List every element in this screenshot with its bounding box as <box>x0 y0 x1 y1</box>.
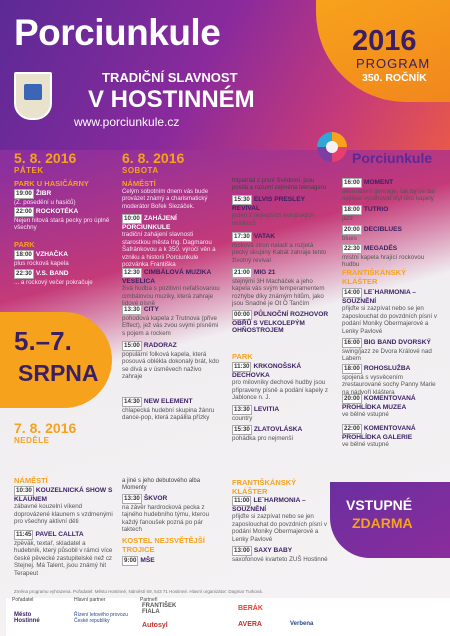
date-badge <box>0 312 112 408</box>
col3-event-2: 17:30 VATAK rocková strun naladí a rozjetá… <box>232 232 327 264</box>
col3-event-1: 15:30 ELVIS PRESLEY REVIVAL jeden z nejlep… <box>232 195 315 227</box>
entry-line-1: VSTUPNÉ <box>346 497 413 513</box>
entry-line-2: ZDARMA <box>352 515 413 531</box>
town-crest-icon <box>14 72 52 120</box>
sun-event-1: 10:30 KOUZELNICKÁ SHOW S KLAUNEM zábavné k… <box>14 486 113 525</box>
sponsor-strip <box>6 598 450 636</box>
col4-event-8: 20:00 KOMENTOVANÁ PROHLÍDKA MUZEA ve bělné… <box>342 394 416 418</box>
col4-event-3: 20:00 DECIBLUES blues <box>342 225 402 242</box>
sun-section-2: KOSTEL NEJSVĚTĚJŠÍ TROJICE <box>122 536 205 554</box>
organizer-logo: Město Hostinné <box>14 612 40 624</box>
sun-event-3: 13:30 ŠKVOR na závěr hardrocková pecka z t… <box>122 494 210 533</box>
partners-label: Partneři <box>140 597 158 603</box>
col4-event-4: 22:30 MEGADĚS místní kapela hrající rockov… <box>342 244 425 268</box>
sun-event-5: 11:00 LE´HARMONIA – SOUZNĚNÍ přijďte si za… <box>232 496 327 543</box>
sat-event-3: 13:30 CITY pohodová kapela z Trutnova (při… <box>122 305 219 337</box>
col3-section-park: PARK <box>232 352 253 361</box>
fri-section-2: PARK <box>14 240 35 249</box>
sat-event-4: 15:00 RADORAZ populární folková kapela, kt… <box>122 341 220 380</box>
fri-event-2: 22:00 ROCKOTÉKA Nejen hitová stará pecky p… <box>14 207 110 231</box>
subtitle-1: TRADIČNÍ SLAVNOST <box>102 70 238 85</box>
sat-event-1: 10:00 ZAHÁJENÍ PORCIUNKULE tradiční zaháje… <box>122 214 216 268</box>
col3-event-7: 15:30 ZLATOVLÁSKA pohádka pro nejmenší <box>232 425 303 442</box>
sun-event-2: 11:45 PAVEL CALLTA zpěvák, textař, skladat… <box>14 530 113 577</box>
col4-event-7: 18:00 ROHOSLUŽBA spojená s vysvěcením zres… <box>342 364 436 396</box>
sun-section-3: FRANTIŠKÁNSKÝ KLÁŠTER <box>232 478 297 496</box>
program-label: PROGRAM <box>356 56 431 71</box>
col3-event-3: 21:00 MIG 21 stejnými 3H Macháček a jeho k… <box>232 268 325 307</box>
sun-event-4: 9:00 MŠE <box>122 556 155 566</box>
main-partner-logo: Řízení letového provozu České republiky <box>74 612 128 624</box>
date-month: SRPNA <box>18 360 99 386</box>
sun-c2-intro: a jiné s jeho debutového alba Momenty <box>122 478 201 492</box>
col4-section-klaster: FRANTIŠKÁNSKÝ KLÁŠTER <box>342 268 407 286</box>
partner-logo-berak: BERÁK <box>238 605 263 612</box>
date-range: 5.–7. <box>14 326 72 356</box>
col4-event-5: 14:00 LE´HARMONIA – SOUZNĚNÍ přijďte si za… <box>342 288 437 335</box>
sun-date: 7. 8. 2016 <box>14 420 77 436</box>
fri-event-1: 19:00 ŽIBR (Z. posedění u hasičů) <box>14 189 76 206</box>
organizer-label: Pořadatel <box>12 597 34 603</box>
sat-day: SOBOTA <box>122 166 159 175</box>
col4-event-1: 16:00 MOMENT alternativní genrage, tak by … <box>342 178 435 202</box>
partner-logo-autosyl: Autosyl <box>142 622 168 629</box>
subtitle-2: V HOSTINNÉM <box>88 86 255 113</box>
year: 2016 <box>352 25 417 57</box>
col4-event-9: 22:00 KOMENTOVANÁ PROHLÍDKA GALERIE ve běl… <box>342 424 416 448</box>
footer-note: Změna programu vyhrazena. Pořadatel: Měs… <box>14 589 263 594</box>
fri-section-1: PARK U HASIČÁRNY <box>14 179 89 188</box>
sat-intro: Celým sobotním dnem vás bude provázet zn… <box>122 189 209 210</box>
fri-date: 5. 8. 2016 <box>14 150 77 166</box>
edition: 350. ROČNÍK <box>362 72 427 84</box>
fri-event-3: 18:00 VZHAČKA plus rocková kapela <box>14 250 69 267</box>
fri-day: PÁTEK <box>14 166 44 175</box>
sat-section-1: NÁMĚSTÍ <box>122 179 156 188</box>
main-partner-label: Hlavní partner <box>74 597 106 603</box>
sat-date: 6. 8. 2016 <box>122 150 185 166</box>
col3-event-5: 11:30 KRKONOŠSKÁ DECHOVKA pro milovníky de… <box>232 362 328 401</box>
partner-logo-avera: AVERA <box>238 621 262 628</box>
col3-event-4: 00:00 PŮLNOČNÍ ROZHOVOR OBŘŮ S VELKOLEPÝM… <box>232 310 329 334</box>
sun-event-6: 13:00 SAXY BABY saxofonové kvarteto ZUŠ Ho… <box>232 546 328 563</box>
sun-section-1: NÁMĚSTÍ <box>14 476 48 485</box>
col4-event-6: 16:00 BIG BAND DVORSKÝ swing/jazz ze Dvora… <box>342 338 432 362</box>
free-entry-badge <box>330 482 450 558</box>
col4-event-2: 18:00 TUTRIO jazz <box>342 205 389 222</box>
festival-logo-icon <box>317 132 347 162</box>
sun-day: NEDĚLE <box>14 436 50 445</box>
website-url[interactable]: www.porciunkule.cz <box>74 115 180 129</box>
sat-event-5: 14:30 NEW ELEMENT chlapecká hudební skupin… <box>122 397 215 421</box>
partner-logo-fiala: FRANTIŠEK FIALA <box>142 603 177 615</box>
partner-logo-verbena: Verbena <box>290 621 314 627</box>
logo-text: Porciunkule <box>352 150 433 166</box>
col3-intro: hitpatrád z písní Svědomí, jsou posílá a… <box>232 178 327 192</box>
festival-title: Porciunkule <box>14 12 221 53</box>
col3-event-6: 13:30 LEVITIA country <box>232 405 280 422</box>
sat-event-2: 12:30 CIMBÁLOVÁ MUZIKA VESELICA živá hudba… <box>122 268 220 307</box>
fri-event-4: 22:30 V.S. BAND... a rockový večer pokrač… <box>14 269 93 286</box>
